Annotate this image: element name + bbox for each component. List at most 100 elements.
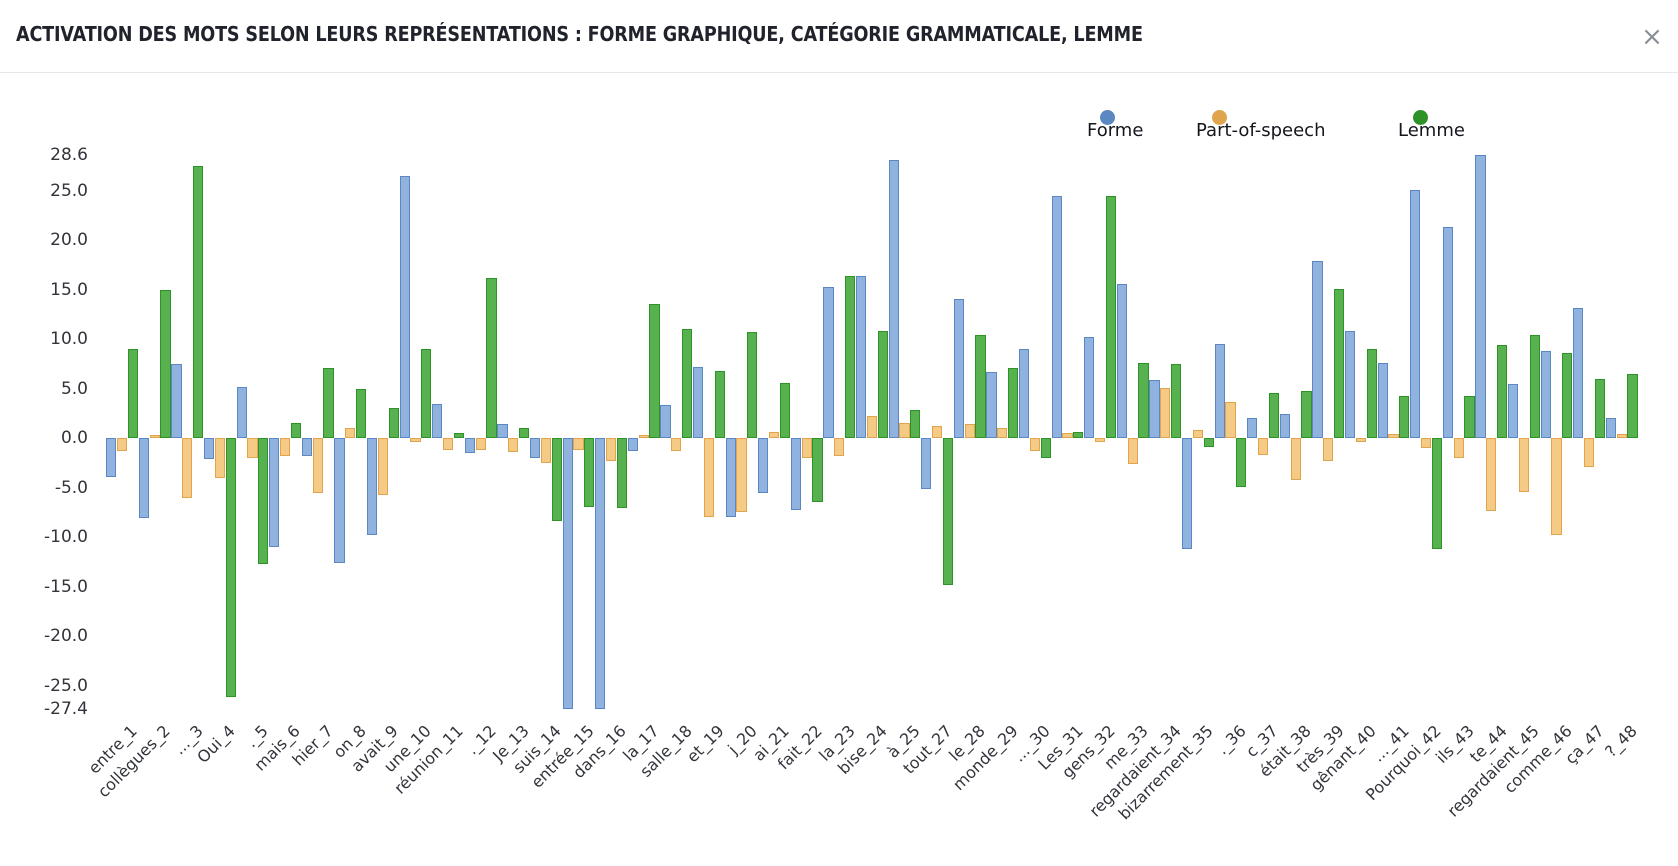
bar-forme-avait_9 [366, 438, 378, 536]
bar-part-of-speech-comme_46 [1551, 438, 1562, 536]
bar-forme-bise_24 [855, 275, 867, 438]
bar-part-of-speech-bizarrement_35 [1192, 430, 1204, 438]
bar-lemme-..._41 [1399, 396, 1410, 438]
bar-forme-me_33 [1116, 283, 1128, 438]
bar-forme-hier_7 [301, 438, 313, 456]
bar-forme-collègues_2 [138, 438, 150, 519]
close-icon[interactable]: × [1641, 22, 1663, 52]
bar-lemme-très_39 [1333, 288, 1345, 438]
bar-lemme-Les_31 [1073, 432, 1084, 438]
x-tick-label: ?_48 [1601, 721, 1641, 761]
bar-part-of-speech-très_39 [1323, 438, 1334, 461]
bar-lemme-collègues_2 [160, 290, 171, 438]
bar-part-of-speech-réunion_11 [442, 438, 454, 450]
bar-part-of-speech-suis_14 [540, 438, 552, 463]
y-tick-label: -25.0 [44, 675, 88, 696]
bar-lemme-te_44 [1496, 344, 1508, 438]
legend-item-lemme[interactable]: Lemme [1398, 110, 1465, 148]
bar-part-of-speech-était_38 [1290, 438, 1301, 480]
bar-part-of-speech-bise_24 [866, 416, 878, 438]
bar-lemme-._36 [1236, 438, 1247, 487]
y-tick-label: 0.0 [60, 428, 88, 448]
bar-lemme-à_25 [910, 410, 921, 438]
legend: Forme Part-of-speech Lemme [0, 110, 1678, 152]
bar-part-of-speech-Pourquoi_42 [1420, 438, 1432, 448]
bar-part-of-speech-me_33 [1127, 438, 1138, 464]
bar-lemme-réunion_11 [453, 433, 465, 438]
bar-part-of-speech-une_10 [410, 438, 421, 442]
bar-lemme-j_20 [747, 332, 758, 438]
bar-part-of-speech-collègues_2 [149, 435, 160, 438]
bar-forme-..._3 [171, 363, 182, 438]
y-tick-label: 10.0 [50, 329, 88, 349]
bar-lemme-gênant_40 [1366, 348, 1377, 438]
bar-forme-le_28 [953, 299, 965, 438]
bar-part-of-speech-salle_18 [671, 438, 682, 451]
bar-part-of-speech-et_19 [703, 438, 715, 518]
bar-forme-mais_6 [269, 438, 280, 547]
bar-part-of-speech-._12 [475, 438, 486, 450]
bar-forme-la_17 [627, 438, 639, 451]
bar-part-of-speech-dans_16 [605, 438, 617, 461]
legend-dot-icon [1212, 110, 1227, 125]
legend-item-part-of-speech[interactable]: Part-of-speech [1196, 110, 1326, 148]
bar-part-of-speech-c_37 [1257, 438, 1269, 455]
bar-lemme-on_8 [355, 388, 367, 438]
legend-label: Lemme [1398, 120, 1465, 141]
bar-part-of-speech-Les_31 [1062, 433, 1073, 438]
bar-lemme-une_10 [421, 348, 432, 438]
bar-lemme-mais_6 [290, 423, 302, 438]
bar-part-of-speech-entrée_15 [573, 438, 584, 450]
bar-part-of-speech-te_44 [1486, 438, 1497, 512]
bar-forme-très_39 [1312, 260, 1323, 438]
y-tick-label: -20.0 [44, 626, 88, 646]
bar-part-of-speech-la_23 [834, 438, 845, 456]
bar-forme-Pourquoi_42 [1410, 189, 1421, 438]
bar-part-of-speech-..._41 [1388, 434, 1399, 438]
y-tick-label: 28.6 [50, 144, 88, 165]
bar-forme-regardaient_34 [1149, 379, 1160, 438]
bar-lemme-regardaient_34 [1170, 363, 1182, 438]
bar-lemme-entre_1 [127, 348, 139, 438]
y-tick-label: -15.0 [44, 576, 88, 597]
bar-lemme-le_28 [975, 335, 986, 438]
bar-forme-suis_14 [529, 438, 541, 458]
y-tick-label: 5.0 [60, 378, 88, 399]
legend-label: Part-of-speech [1196, 120, 1326, 141]
bar-forme-dans_16 [595, 438, 606, 710]
bar-part-of-speech-fait_22 [801, 438, 812, 458]
bar-forme-._12 [464, 438, 476, 453]
bar-lemme-ça_47 [1594, 378, 1606, 438]
bar-forme-._5 [236, 386, 247, 438]
legend-item-forme[interactable]: Forme [1087, 110, 1144, 148]
bar-forme-te_44 [1475, 154, 1486, 438]
bar-lemme-Je_13 [518, 428, 530, 438]
bar-forme-monde_29 [986, 371, 997, 438]
bar-forme-gênant_40 [1344, 331, 1356, 438]
legend-dot-icon [1100, 110, 1115, 125]
bar-part-of-speech-hier_7 [312, 438, 323, 494]
bar-part-of-speech-Oui_4 [214, 438, 226, 478]
y-tick-label: -27.4 [44, 699, 88, 720]
bar-part-of-speech-regardaient_34 [1160, 387, 1171, 438]
legend-label: Forme [1087, 120, 1144, 141]
bar-forme-._36 [1214, 343, 1225, 438]
bar-lemme-c_37 [1268, 393, 1280, 438]
bar-forme-entrée_15 [562, 438, 573, 710]
bar-part-of-speech-le_28 [964, 424, 975, 438]
bar-lemme-ils_43 [1464, 396, 1475, 438]
bar-forme-la_23 [823, 286, 834, 438]
bar-lemme-..._3 [192, 165, 204, 438]
bar-part-of-speech-ils_43 [1453, 438, 1464, 458]
bar-forme-entre_1 [106, 438, 117, 477]
bar-lemme-gens_32 [1105, 196, 1117, 438]
bar-part-of-speech-ai_21 [768, 432, 780, 438]
bar-forme-..._41 [1377, 362, 1388, 438]
bar-part-of-speech-tout_27 [931, 426, 943, 438]
bar-forme-Oui_4 [203, 438, 215, 459]
y-tick-label: 25.0 [50, 180, 88, 201]
bar-forme-j_20 [725, 438, 736, 518]
bar-part-of-speech-j_20 [736, 438, 747, 513]
bar-forme-Je_13 [497, 424, 508, 438]
bar-part-of-speech-on_8 [345, 428, 356, 438]
